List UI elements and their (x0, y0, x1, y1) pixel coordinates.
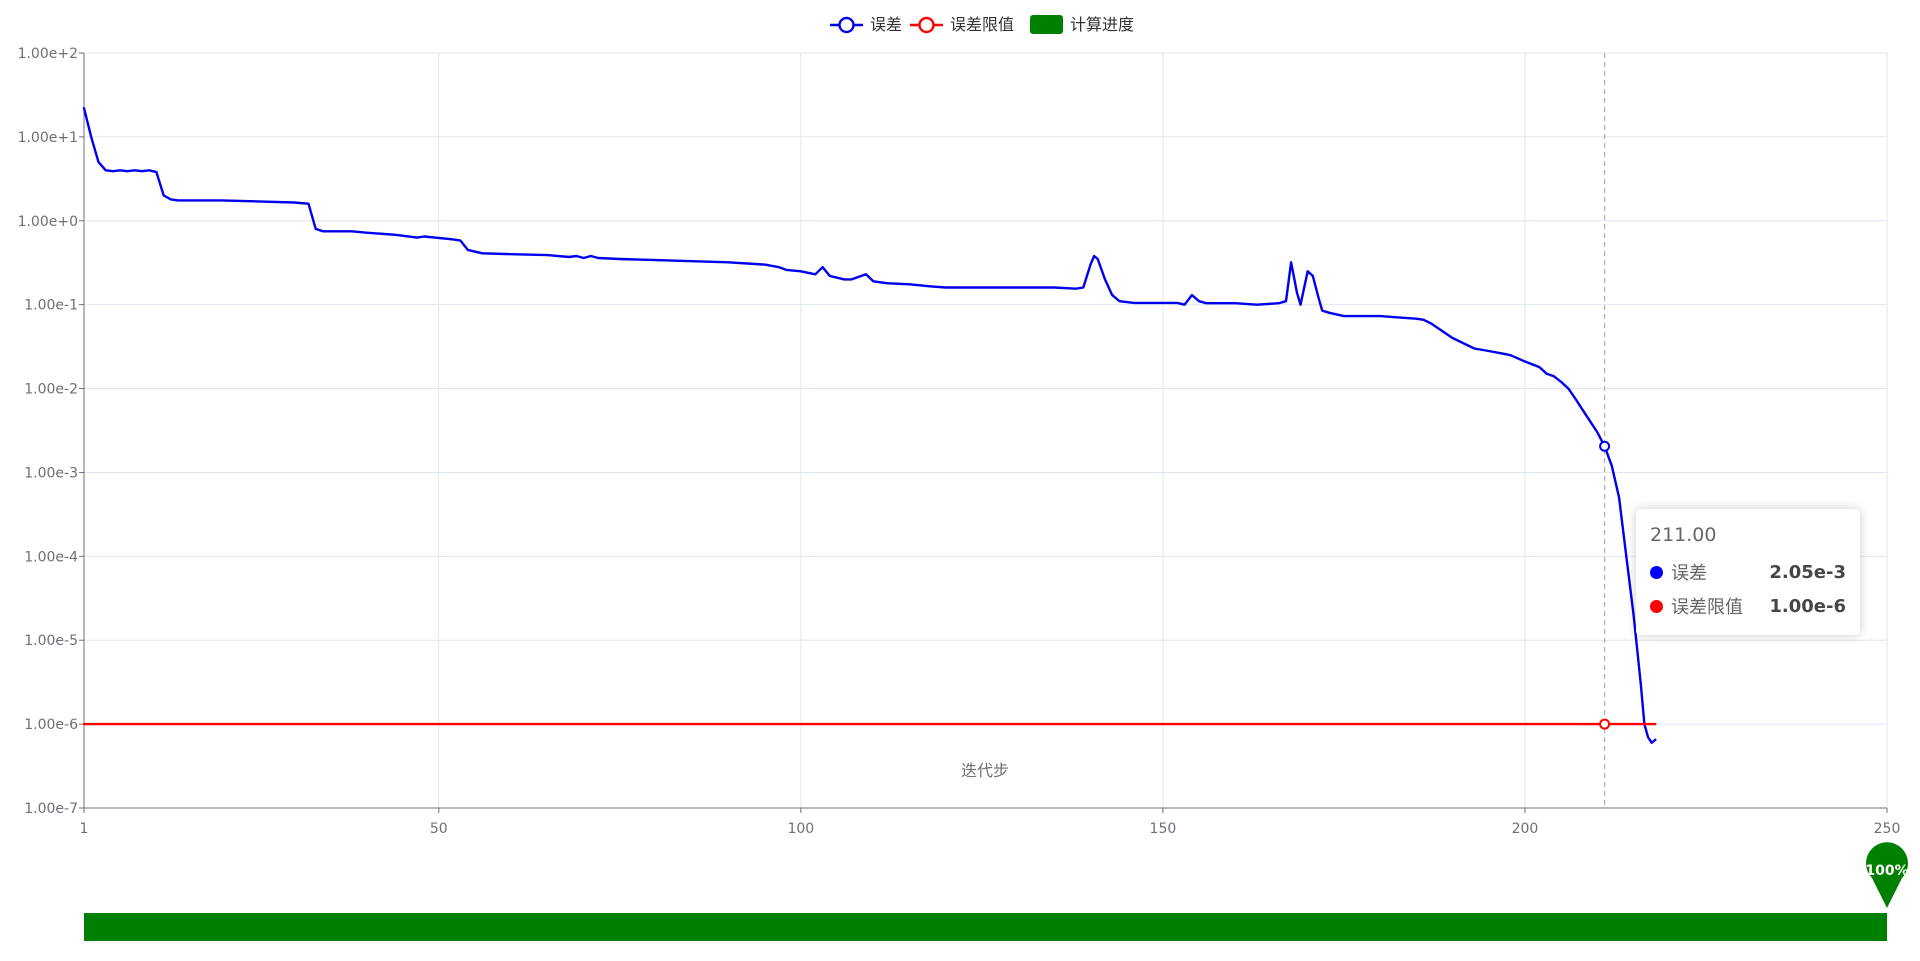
highlight-point-error (1599, 440, 1611, 452)
legend-label: 误差 (870, 15, 902, 34)
y-tick-label: 1.00e-7 (24, 801, 78, 817)
legend-label: 误差限值 (950, 15, 1014, 34)
x-axis-tick-labels: 1 50 100 150 200 250 (80, 821, 1901, 837)
x-tick-label: 50 (430, 821, 448, 837)
y-tick-label: 1.00e+2 (18, 46, 78, 62)
highlight-markers (1599, 440, 1611, 730)
legend-item-1: 误差限值 (910, 15, 1014, 34)
progress-pin-icon (1866, 842, 1909, 908)
progress-label: 100% (1865, 863, 1908, 879)
series-line-error (82, 106, 1657, 744)
x-tick-label: 150 (1150, 821, 1177, 837)
legend-item-0: 误差 (830, 15, 902, 34)
tooltip-row-limit: 误差限值 1.00e-6 (1650, 589, 1846, 623)
legend-label: 计算进度 (1070, 15, 1134, 34)
x-axis-name: 迭代步 (961, 761, 1009, 780)
y-tick-label: 1.00e-5 (24, 633, 78, 649)
legend: 误差 误差限值 计算进度 (830, 15, 1134, 34)
legend-circle-icon (838, 16, 855, 34)
tooltip-title: 211.00 (1650, 524, 1717, 546)
legend-circle-icon (918, 16, 935, 34)
x-tick-label: 200 (1512, 821, 1539, 837)
grid-lines (83, 52, 1888, 809)
legend-item-2: 计算进度 (1030, 15, 1134, 34)
tooltip-value-error: 2.05e-3 (1769, 561, 1846, 583)
tooltip-row-error: 误差 2.05e-3 (1650, 555, 1846, 589)
y-tick-label: 1.00e-1 (24, 298, 78, 314)
tooltip-dot-error (1650, 565, 1663, 579)
y-tick-label: 1.00e-3 (24, 465, 78, 481)
tooltip-dot-limit (1650, 599, 1663, 613)
progress-fill (84, 913, 1887, 941)
axes (79, 52, 1888, 813)
x-tick-label: 250 (1874, 821, 1901, 837)
tooltip-value-limit: 1.00e-6 (1769, 595, 1846, 617)
tooltip-name-limit: 误差限值 (1671, 597, 1743, 618)
x-tick-label: 1 (80, 821, 89, 837)
legend-rect-icon (1030, 15, 1063, 34)
y-tick-label: 1.00e+0 (18, 214, 78, 230)
y-tick-label: 1.00e-2 (24, 382, 78, 398)
y-tick-label: 1.00e-4 (24, 549, 78, 565)
highlight-point-limit (1599, 718, 1611, 730)
tooltip-name-error: 误差 (1671, 563, 1707, 584)
series-lines (82, 106, 1657, 744)
y-tick-label: 1.00e+1 (18, 130, 78, 146)
y-tick-label: 1.00e-6 (24, 717, 78, 733)
tooltip: 211.00 误差 2.05e-3 误差限值 1.00e-6 (1636, 509, 1860, 635)
progress-bar: 100% (84, 842, 1909, 941)
y-axis-tick-labels: 1.00e+2 1.00e+1 1.00e+0 1.00e-1 1.00e-2 1.00e… (18, 46, 79, 817)
x-tick-label: 100 (787, 821, 814, 837)
